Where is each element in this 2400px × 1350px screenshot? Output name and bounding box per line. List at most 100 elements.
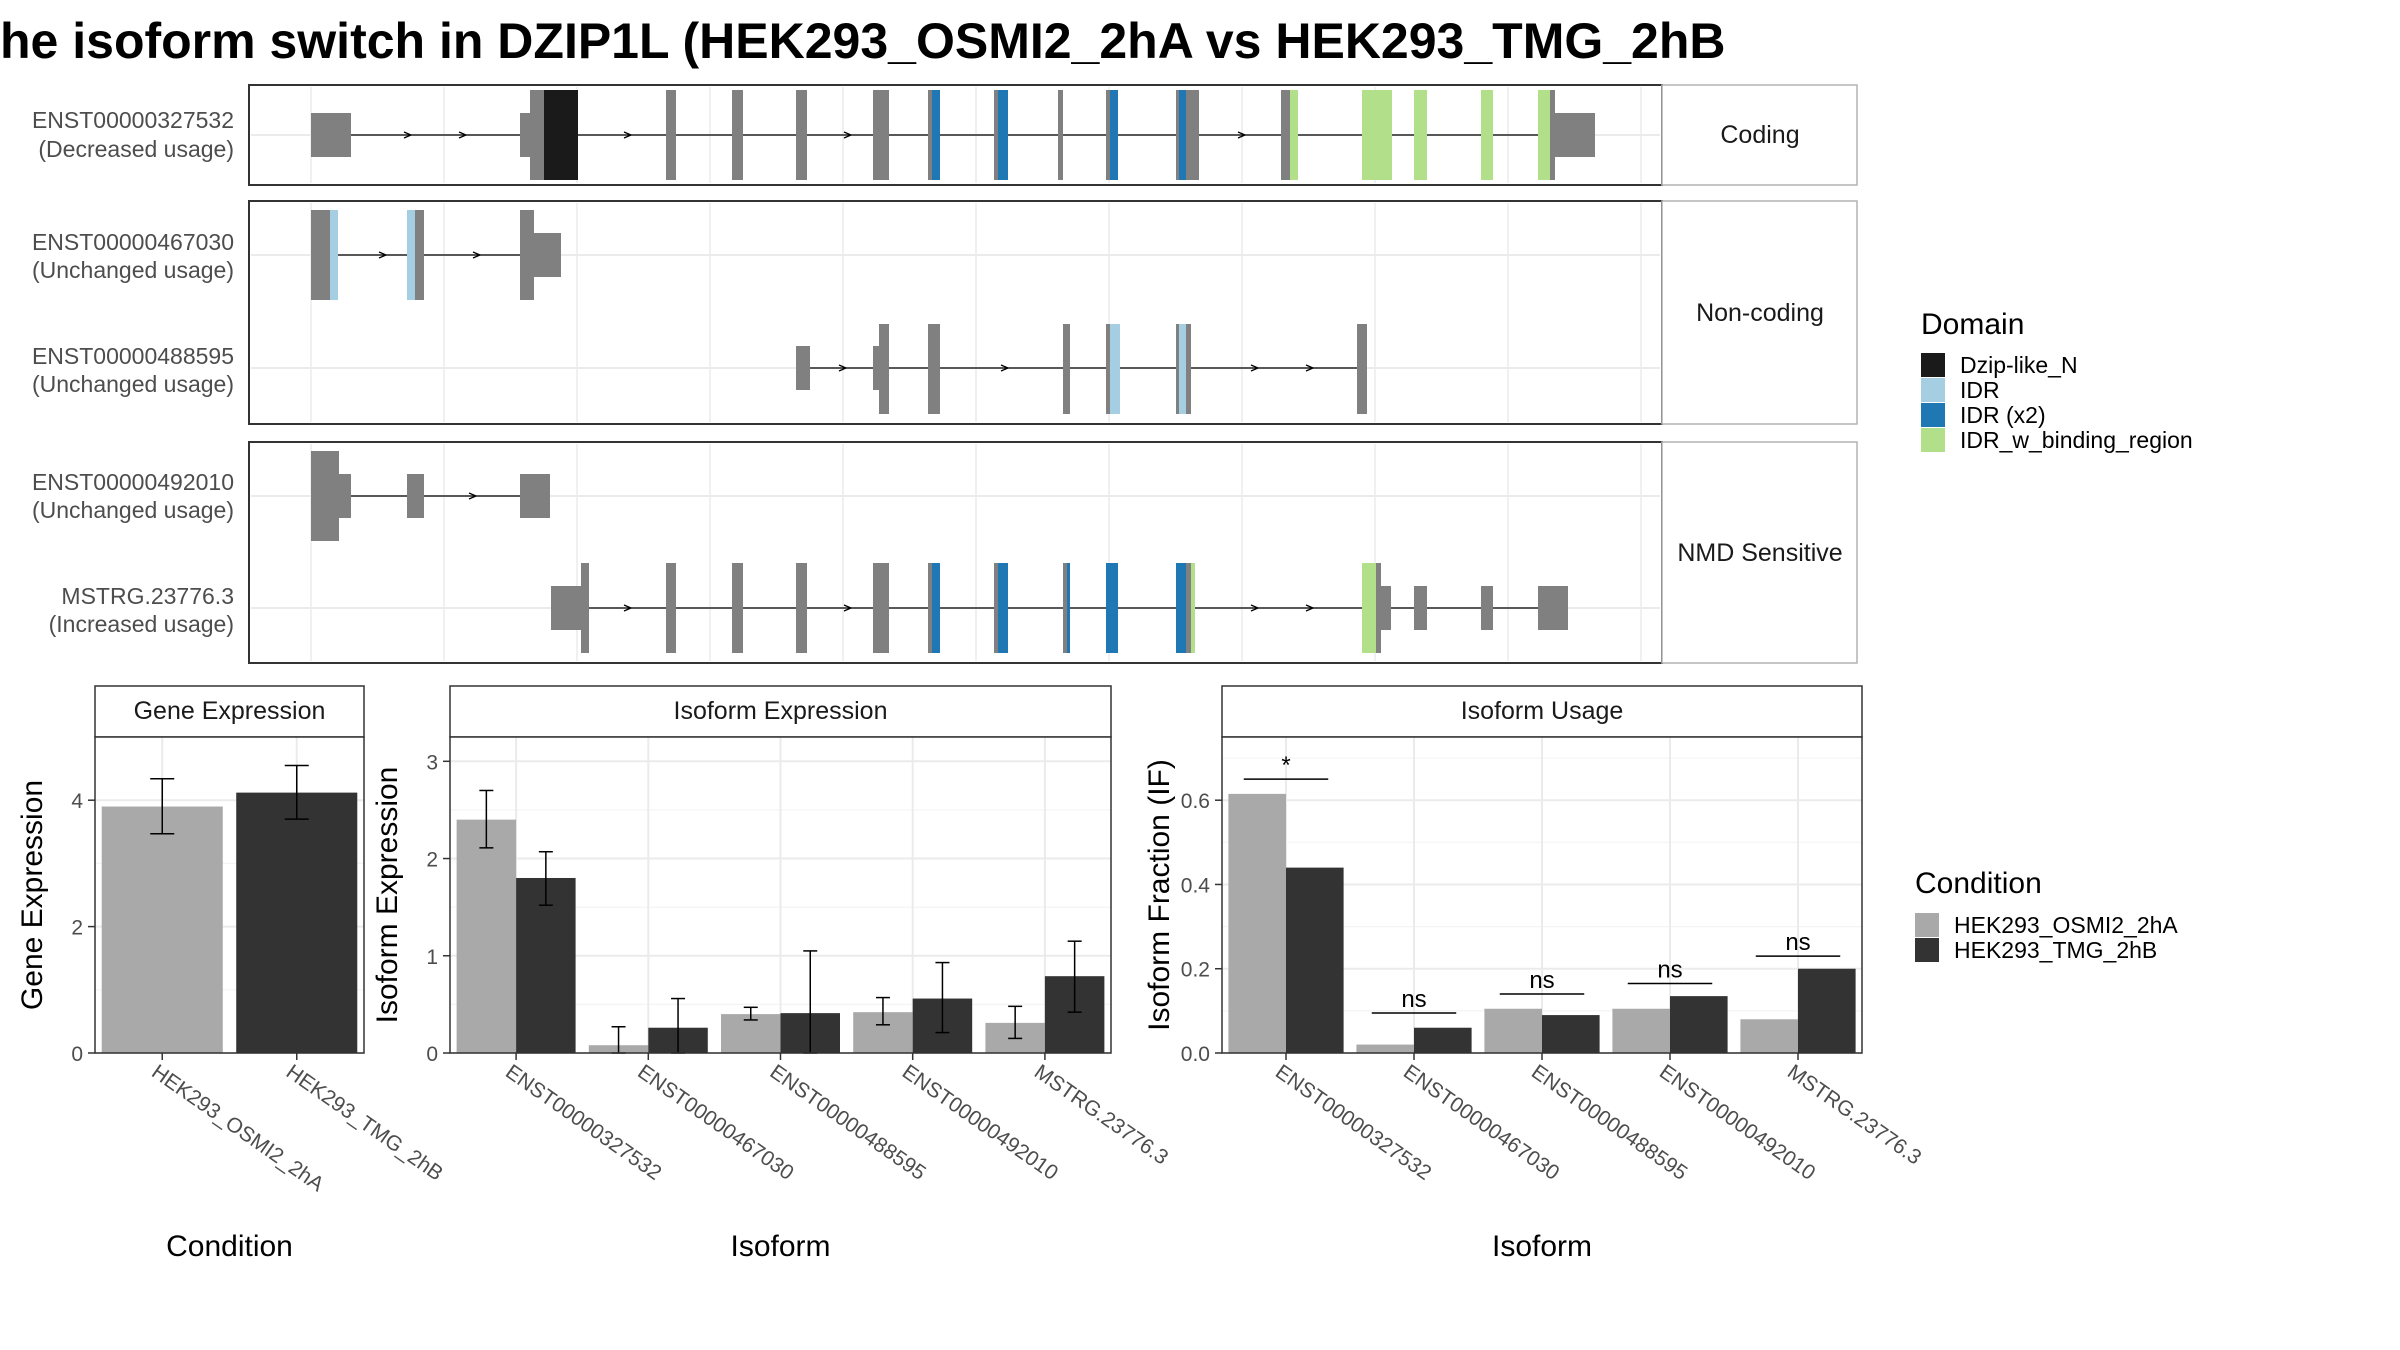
exon xyxy=(666,563,676,653)
intron-arrow xyxy=(838,364,848,372)
exon xyxy=(994,90,998,180)
domain-idr-w-binding-region xyxy=(1191,563,1195,653)
exon xyxy=(581,563,589,653)
domain-idr xyxy=(1110,324,1120,414)
exon xyxy=(879,324,889,414)
y-tick-label: 0.6 xyxy=(1181,790,1210,813)
significance-label: ns xyxy=(1785,929,1810,956)
exon xyxy=(407,474,424,518)
intron-arrow xyxy=(378,251,388,259)
exon xyxy=(1063,563,1067,653)
legend-swatch-idr-w-binding-region xyxy=(1921,428,1945,452)
nmd-strip xyxy=(1661,441,1858,664)
intron-arrow xyxy=(843,131,853,139)
bar xyxy=(1542,1015,1600,1053)
isoform-label-3-usage: (Unchanged usage) xyxy=(32,371,234,397)
isoform-label-1-usage: (Decreased usage) xyxy=(38,136,234,162)
domain-dzip-like-n xyxy=(544,90,578,180)
panel-strip xyxy=(449,685,1112,738)
exon xyxy=(520,474,550,518)
intron-arrow xyxy=(458,131,468,139)
isoform-label-5-usage: (Increased usage) xyxy=(49,611,234,637)
domain-idr-x2 xyxy=(1110,90,1118,180)
domain-idr-w-binding-region xyxy=(1362,563,1376,653)
intron-arrow xyxy=(403,131,413,139)
exon xyxy=(732,90,743,180)
noncoding-panel-frame xyxy=(248,200,1663,425)
y-tick-label: 1 xyxy=(426,946,438,969)
y-tick-label: 0 xyxy=(71,1043,83,1066)
intron-arrow xyxy=(472,251,482,259)
panel-title: Isoform Usage xyxy=(1461,697,1624,725)
panel-border xyxy=(94,736,365,1054)
domain-idr-w-binding-region xyxy=(1362,90,1392,180)
exon xyxy=(666,90,676,180)
exon xyxy=(551,586,581,630)
significance-label: ns xyxy=(1401,986,1426,1013)
domain-idr xyxy=(330,210,338,300)
exon xyxy=(1106,324,1110,414)
exon xyxy=(873,90,889,180)
y-tick-label: 2 xyxy=(426,849,438,872)
panel-title: Isoform Expression xyxy=(674,697,888,725)
isoform-label-5-id: MSTRG.23776.3 xyxy=(61,583,234,609)
exon xyxy=(1106,90,1110,180)
bar xyxy=(1228,793,1286,1053)
intron-arrow xyxy=(1237,131,1247,139)
intron-direction-arrows xyxy=(378,131,1315,612)
significance-label: ns xyxy=(1657,956,1682,983)
x-tick-label: MSTRG.23776.3 xyxy=(1783,1060,1925,1169)
isoform-label-2-id: ENST00000467030 xyxy=(32,229,234,255)
domain-idr-x2 xyxy=(998,90,1008,180)
x-axis-title: Condition xyxy=(166,1230,293,1263)
bar xyxy=(456,819,517,1053)
coding-strip xyxy=(1661,84,1858,186)
condition-legend: Condition HEK293_OSMI2_2hA HEK293_TMG_2h… xyxy=(1915,867,2178,963)
exon xyxy=(873,346,879,390)
intron-arrow xyxy=(1250,604,1260,612)
legend-swatch-idr-x2 xyxy=(1921,403,1945,427)
intron-arrow xyxy=(1305,604,1315,612)
exon xyxy=(1281,90,1290,180)
exon xyxy=(928,90,932,180)
exon xyxy=(1176,324,1179,414)
legend-label-idr: IDR xyxy=(1960,377,2000,403)
exon xyxy=(520,210,534,300)
panel-strip xyxy=(94,685,365,738)
isoform-track-1 xyxy=(311,90,1595,180)
x-tick-label: MSTRG.23776.3 xyxy=(1030,1060,1172,1169)
domain-idr-x2 xyxy=(998,563,1008,653)
condition-legend-title: Condition xyxy=(1915,867,2042,900)
bar xyxy=(1286,867,1344,1053)
isoform-label-4-id: ENST00000492010 xyxy=(32,469,234,495)
y-axis-title: Gene Expression xyxy=(16,780,49,1010)
y-tick-label: 3 xyxy=(426,751,438,774)
legend-label-idr-x2: IDR (x2) xyxy=(1960,402,2046,428)
exon xyxy=(520,113,530,157)
exon xyxy=(530,90,544,180)
bar xyxy=(1484,1008,1542,1053)
isoform-structure-panel: Coding Non-coding NMD Sensitive ENST0000… xyxy=(32,84,1858,664)
isoform-track-3 xyxy=(796,324,1367,414)
y-axis-title: Isoform Expression xyxy=(371,767,404,1024)
y-tick-label: 0.0 xyxy=(1181,1043,1210,1066)
legend-label-dzip-like-n: Dzip-like_N xyxy=(1960,352,2078,378)
y-tick-label: 0 xyxy=(426,1043,438,1066)
exon xyxy=(534,233,561,277)
exon xyxy=(928,324,940,414)
significance-label: * xyxy=(1281,752,1290,779)
domain-idr-x2 xyxy=(932,90,940,180)
domain-legend-title: Domain xyxy=(1921,308,2024,341)
exon xyxy=(1186,563,1191,653)
noncoding-strip-label: Non-coding xyxy=(1696,299,1824,327)
bar xyxy=(1798,968,1856,1053)
bar xyxy=(101,806,223,1053)
exon xyxy=(732,563,743,653)
intron-arrow xyxy=(1000,364,1010,372)
domain-idr-x2 xyxy=(1067,563,1070,653)
figure-title: he isoform switch in DZIP1L (HEK293_OSMI… xyxy=(0,13,1726,69)
exon xyxy=(1186,90,1199,180)
exon xyxy=(873,563,889,653)
y-tick-label: 2 xyxy=(71,917,83,940)
